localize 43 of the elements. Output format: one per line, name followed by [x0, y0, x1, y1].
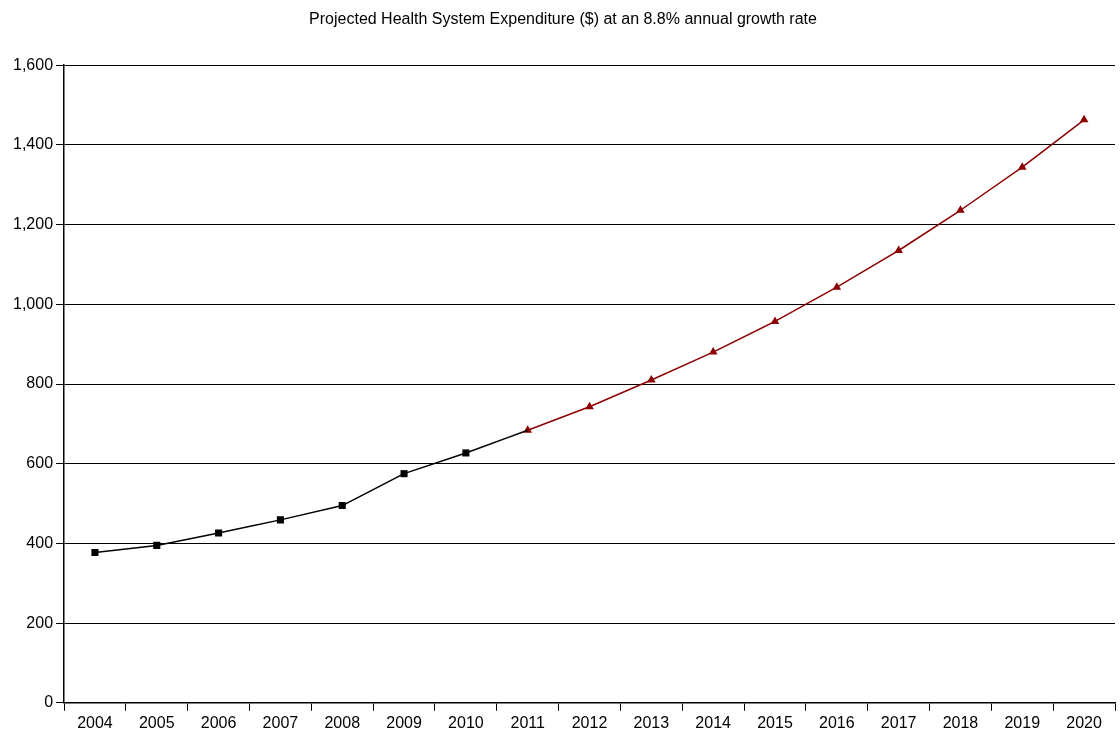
x-tick-label: 2016	[819, 713, 855, 731]
y-tick-label: 1,600	[12, 55, 54, 73]
y-tick-label: 1,000	[12, 294, 54, 312]
y-tick-label: 800	[26, 374, 54, 392]
x-tick-label: 2020	[1066, 713, 1102, 731]
y-tick-label: 600	[26, 454, 54, 472]
y-tick-label: 1,200	[12, 215, 54, 233]
y-tick-label: 400	[26, 533, 54, 551]
y-tick-label: 200	[26, 613, 54, 631]
point	[338, 502, 346, 510]
y-tick-label: 0	[44, 693, 54, 711]
point	[153, 541, 161, 549]
chart-title: Projected Health System Expenditure ($) at an 8.8% annual growth rate	[309, 10, 818, 28]
x-tick-label: 2018	[942, 713, 979, 731]
point	[770, 316, 780, 324]
x-tick-label: 2009	[386, 713, 422, 731]
point	[832, 282, 842, 290]
x-tick-label: 2007	[262, 713, 299, 731]
x-tick-label: 2012	[571, 713, 608, 731]
point	[215, 529, 223, 537]
x-tick-label: 2013	[633, 713, 670, 731]
x-tick-label: 2014	[695, 713, 732, 731]
point	[276, 516, 284, 524]
point	[647, 375, 656, 383]
x-tick-label: 2006	[200, 713, 237, 731]
point	[1017, 162, 1027, 170]
point	[91, 549, 99, 557]
point	[400, 470, 408, 478]
point	[1079, 114, 1089, 123]
x-tick-label: 2004	[77, 713, 113, 731]
x-tick-label: 2017	[880, 713, 917, 731]
x-tick-label: 2011	[510, 713, 545, 731]
x-tick-label: 2005	[138, 713, 175, 731]
x-tick-label: 2008	[324, 713, 361, 731]
point	[462, 449, 470, 457]
x-tick-label: 2010	[448, 713, 484, 731]
point	[585, 401, 594, 410]
x-tick-label: 2019	[1004, 713, 1041, 731]
point	[956, 205, 965, 213]
point	[708, 347, 718, 355]
x-tick-label: 2015	[757, 713, 793, 731]
point	[894, 245, 903, 253]
y-tick-label: 1,400	[12, 135, 54, 153]
